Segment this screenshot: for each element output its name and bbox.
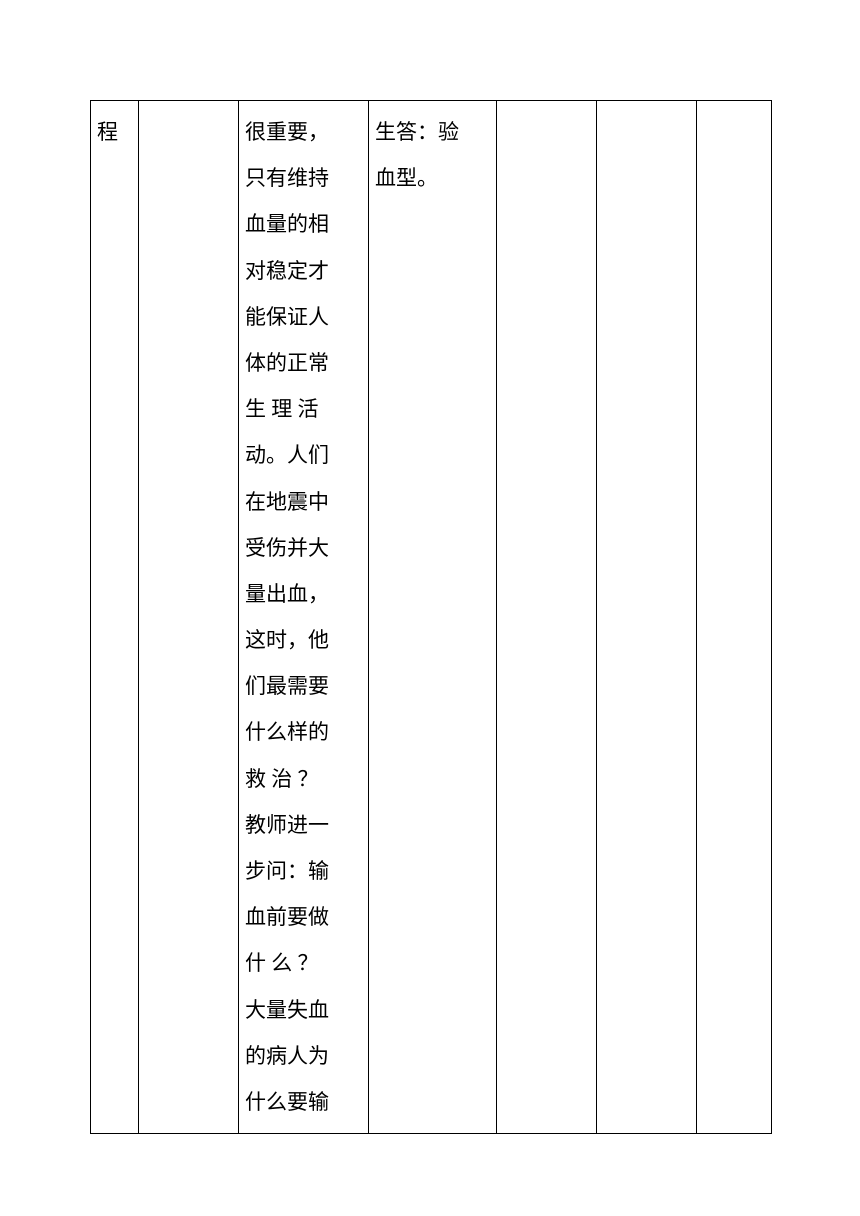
line: 体的正常	[245, 340, 362, 386]
line: 血量的相	[245, 201, 362, 247]
cell-col2	[139, 101, 239, 1134]
cell-col5	[497, 101, 597, 1134]
line: 在地震中	[245, 479, 362, 525]
line: 什 么 ？	[245, 940, 362, 986]
table-row: 程 很重要， 只有维持 血量的相 对稳定才 能保证人 体的正常 生 理 活 动。…	[91, 101, 772, 1134]
line: 教师进一	[245, 802, 362, 848]
line: 救 治 ？	[245, 756, 362, 802]
cell-stage: 程	[91, 101, 139, 1134]
line: 能保证人	[245, 294, 362, 340]
line: 生 理 活	[245, 386, 362, 432]
cell-teacher-activity: 很重要， 只有维持 血量的相 对稳定才 能保证人 体的正常 生 理 活 动。人们…	[239, 101, 369, 1134]
line: 生答：验	[375, 109, 490, 155]
line: 动。人们	[245, 432, 362, 478]
line: 量出血，	[245, 571, 362, 617]
line: 血前要做	[245, 894, 362, 940]
line: 们最需要	[245, 663, 362, 709]
document-table-container: 程 很重要， 只有维持 血量的相 对稳定才 能保证人 体的正常 生 理 活 动。…	[90, 100, 770, 1116]
line: 对稳定才	[245, 248, 362, 294]
line: 受伤并大	[245, 525, 362, 571]
line: 大量失血	[245, 987, 362, 1033]
line: 血型。	[375, 155, 490, 201]
line: 什么样的	[245, 709, 362, 755]
line: 的病人为	[245, 1033, 362, 1079]
line: 只有维持	[245, 155, 362, 201]
cell-col7	[697, 101, 772, 1134]
stage-text: 程	[97, 120, 118, 144]
lesson-plan-table: 程 很重要， 只有维持 血量的相 对稳定才 能保证人 体的正常 生 理 活 动。…	[90, 100, 772, 1134]
line: 很重要，	[245, 109, 362, 155]
line: 步问：输	[245, 848, 362, 894]
line: 什么要输	[245, 1079, 362, 1125]
cell-col6	[597, 101, 697, 1134]
line: 这时，他	[245, 617, 362, 663]
cell-student-activity: 生答：验 血型。	[369, 101, 497, 1134]
